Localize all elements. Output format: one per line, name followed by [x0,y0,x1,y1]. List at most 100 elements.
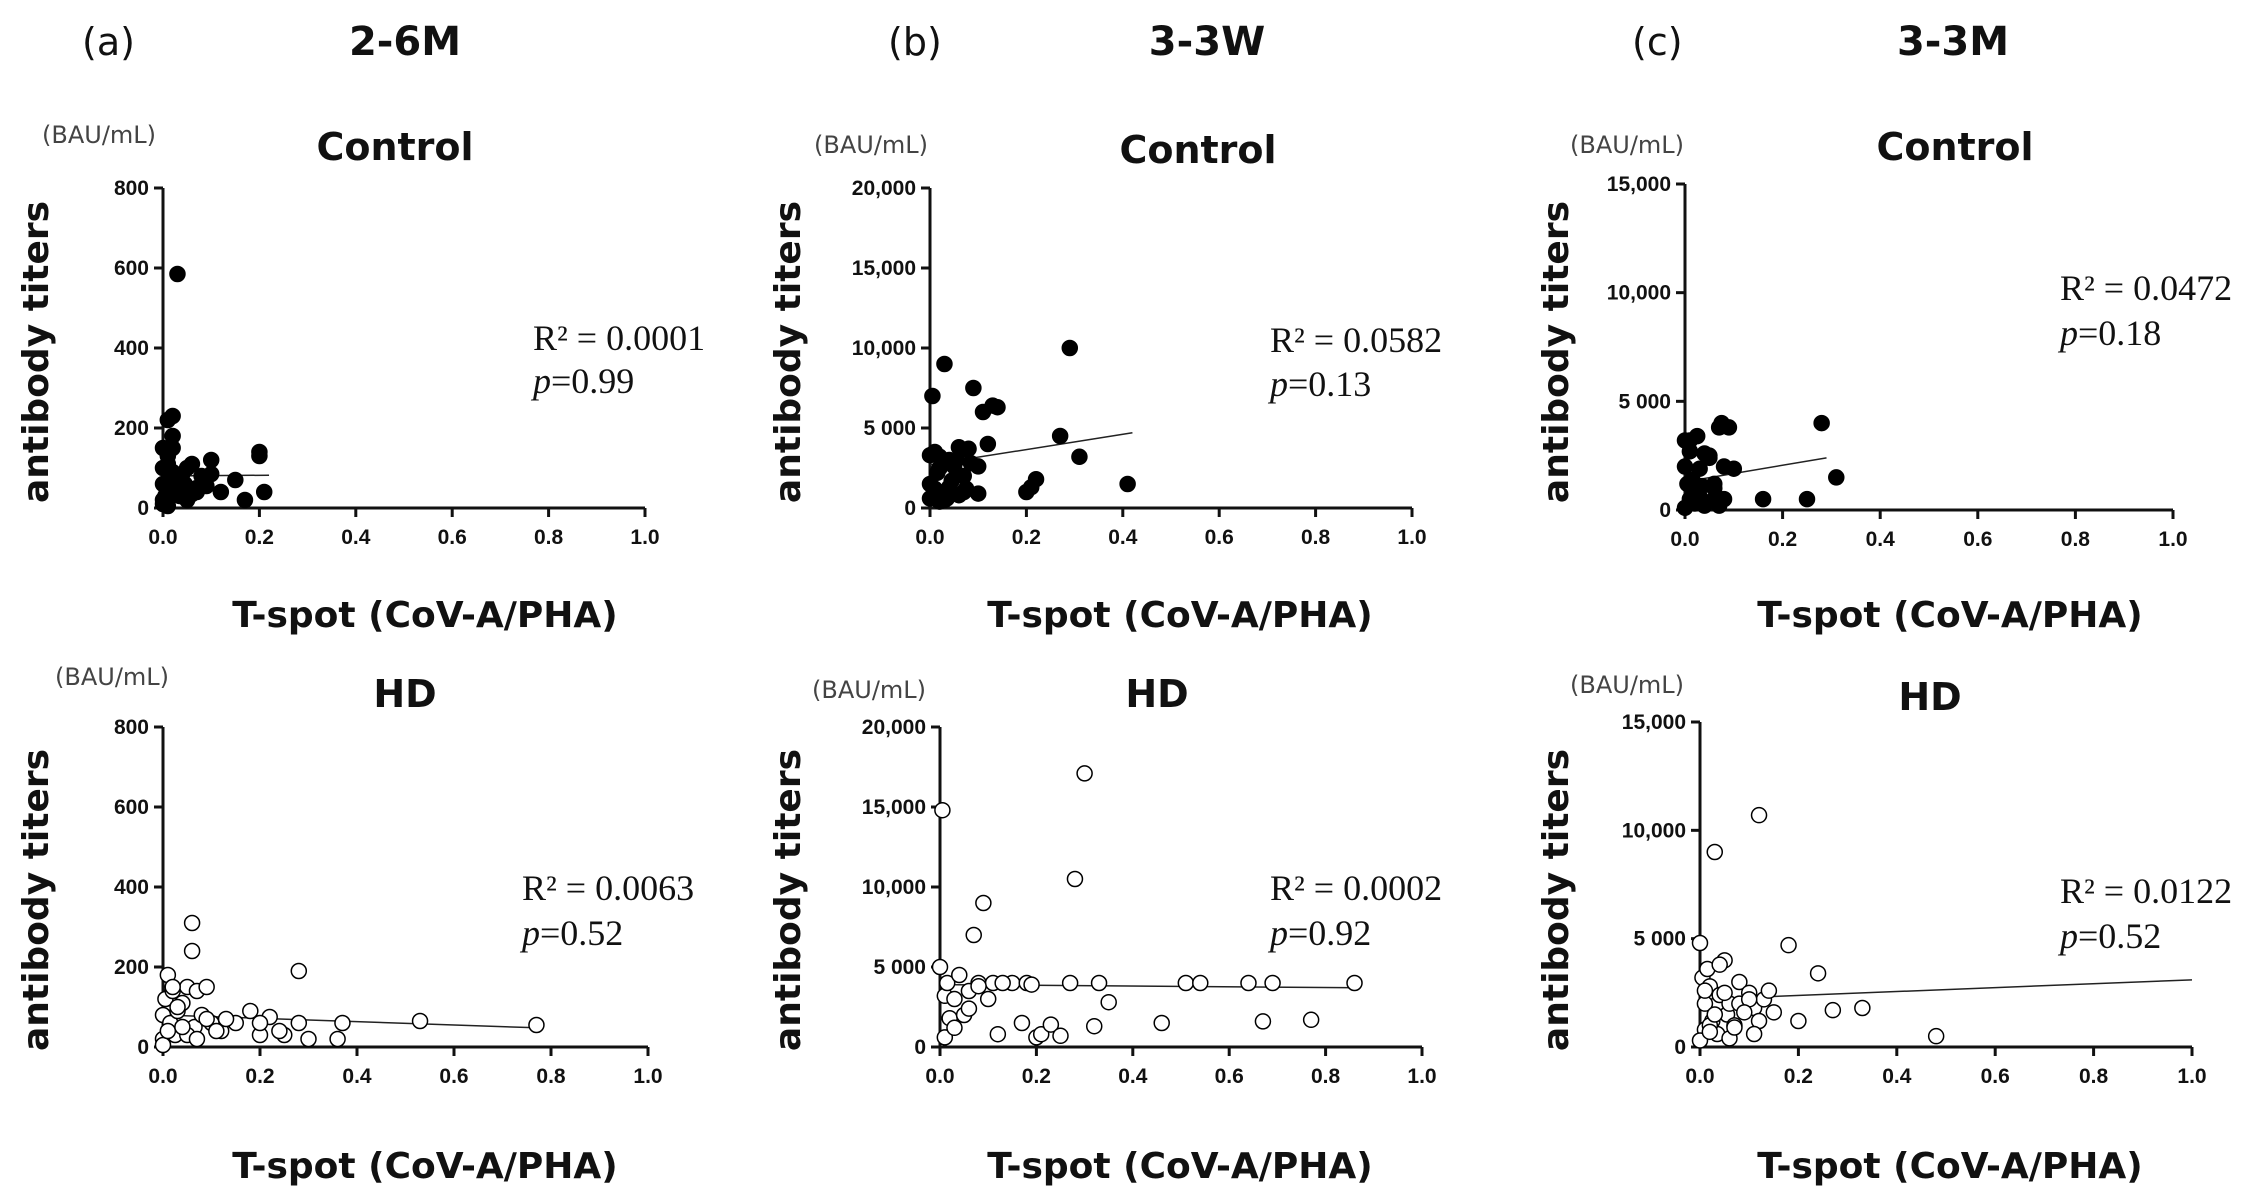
y-tick-label: 800 [114,716,149,739]
x-tick-label: 0.0 [925,1065,954,1088]
data-point [1765,1004,1783,1021]
y-tick-label: 400 [114,876,149,899]
data-point [1731,973,1748,991]
data-point [1027,470,1045,488]
p-value-label: p=0.18 [2057,313,2161,353]
y-tick-label: 15,000 [862,796,926,819]
data-point [1706,1006,1724,1023]
group-title-b: 3-3W [1149,19,1265,65]
plot-area: 0.0 0.2 0.4 0.6 0.8 1.0 0 200 400 600 800 [114,177,660,549]
chart-panel-b-hd: (BAU/mL) HD antibody titers T-spot (CoV-… [768,672,1442,1187]
x-tick-label: 0.2 [1012,526,1041,549]
data-point [164,978,181,996]
data-point [1691,934,1709,952]
data-point [965,926,982,944]
x-tick-label: 0.6 [1981,1065,2010,1088]
data-point [1051,427,1069,445]
x-tick-label: 0.6 [1205,526,1234,549]
chart-panel-a-control: (BAU/mL) Control antibody titers T-spot … [16,121,705,636]
x-tick-label: 0.8 [536,1065,566,1088]
y-tick-label: 15,000 [1607,173,1671,196]
x-tick-label: 0.6 [438,526,467,549]
x-tick-label: 1.0 [630,526,659,549]
y-tick-label: 400 [114,337,149,360]
chart-panel-a-hd: (BAU/mL) HD antibody titers T-spot (CoV-… [16,663,694,1187]
data-point [1691,460,1708,477]
x-tick-label: 0.2 [1784,1065,1813,1088]
data-point [921,475,939,493]
data-point [1809,965,1827,982]
data-point [212,483,230,501]
data-point [1720,419,1738,436]
x-tick-label: 1.0 [2158,528,2187,551]
data-point [174,1018,191,1036]
y-tick-label: 10,000 [862,876,926,899]
chart-title: Control [1876,125,2033,169]
chart-title: HD [1125,672,1188,716]
data-point [1828,469,1845,486]
data-point [154,459,172,477]
x-tick-label: 0.8 [2061,528,2091,551]
y-tick-label: 0 [1674,1036,1686,1059]
x-tick-label: 0.0 [1670,528,1699,551]
data-point [202,465,220,483]
y-tick-label: 0 [137,1036,149,1059]
data-point [936,355,953,373]
data-point [1686,484,1704,501]
x-tick-label: 0.2 [1022,1065,1051,1088]
p-value-label: p=0.99 [530,361,634,401]
p-value-label: p=0.92 [1267,913,1371,953]
data-point [1760,982,1778,999]
data-point [251,443,268,461]
data-point [255,483,273,501]
regression-line [1699,979,2193,1001]
x-tick-label: 0.2 [1768,528,1797,551]
y-tick-label: 0 [137,497,149,520]
plot-area: 0.0 0.2 0.4 0.6 0.8 1.0 0 200 400 600 800 [114,716,663,1088]
data-point [236,491,254,509]
data-point [1066,870,1084,888]
y-tick-label: 5 000 [1618,390,1671,413]
y-axis-label: antibody titers [16,749,57,1051]
p-value: =0.13 [1288,364,1371,404]
plot-area: 0.0 0.2 0.4 0.6 0.8 1.0 0 5 000 10,000 15,000 20,0… [852,177,1427,549]
data-point [938,974,956,992]
panel-letter-a: (a) [82,20,135,64]
y-unit: (BAU/mL) [1570,131,1684,159]
data-point [924,387,941,405]
data-point [164,427,181,445]
data-point [1302,1011,1320,1029]
r-squared-label: R² = 0.0582 [1270,320,1442,360]
data-point [946,990,963,1008]
y-tick-label: 20,000 [852,177,916,200]
y-tick-label: 5 000 [1633,928,1686,951]
data-point [1346,974,1363,992]
p-symbol: p [519,913,540,953]
data-point [938,490,956,507]
data-point [1716,984,1733,1002]
p-value: =0.52 [540,913,623,953]
y-axis-label: antibody titers [768,201,809,503]
data-point [970,977,987,995]
data-point [931,958,949,976]
x-tick-label: 0.0 [148,1065,177,1088]
data-point [1701,1023,1719,1041]
data-point [1177,974,1195,992]
chart-panel-c-hd: (BAU/mL) HD antibody titers T-spot (CoV-… [1536,671,2232,1187]
data-point [934,801,951,819]
x-axis-label: T-spot (CoV-A/PHA) [232,1146,618,1187]
y-unit: (BAU/mL) [814,131,928,159]
x-tick-label: 0.6 [1963,528,1992,551]
data-point [1032,1025,1050,1043]
data-point [1745,1025,1763,1043]
data-point [1676,499,1694,517]
data-point [183,942,201,960]
data-point [1780,936,1797,954]
x-tick-label: 0.4 [341,526,371,549]
data-point [951,966,968,984]
y-tick-label: 5 000 [873,956,926,979]
data-point [989,1025,1007,1043]
data-point [198,1010,215,1028]
p-value: =0.99 [551,361,634,401]
data-point [1927,1027,1945,1045]
